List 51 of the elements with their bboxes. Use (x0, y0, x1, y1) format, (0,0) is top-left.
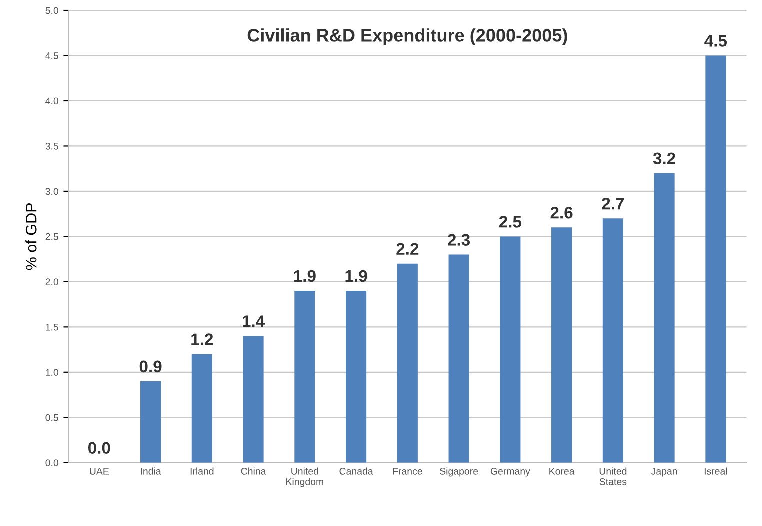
x-tick-label: France (393, 468, 422, 475)
data-label: 3.2 (653, 152, 676, 165)
x-tick-label: United Kingdom (286, 468, 324, 488)
bar (294, 290, 316, 463)
y-tick-label: 1.5 (46, 324, 58, 331)
y-tick-label: 3.5 (46, 142, 58, 150)
data-label: 2.6 (550, 207, 573, 219)
x-tick-label: UAE (90, 468, 109, 475)
x-tick-label: Isreal (704, 468, 728, 475)
x-tick-label: United States (600, 468, 627, 486)
text: Civilian R&D Expenditure (2000-2005) (248, 28, 568, 46)
x-tick-label: Irland (190, 468, 214, 475)
x-tick-label: Canada (340, 468, 374, 475)
bar (397, 264, 418, 463)
y-tick-label: 4.0 (46, 98, 58, 105)
bar (706, 56, 726, 463)
x-tick-label: Korea (550, 468, 575, 475)
data-label: 1.2 (192, 334, 214, 346)
bar (192, 354, 212, 463)
y-tick-label: 1.0 (46, 369, 58, 376)
y-axis-title: % of GDP (26, 204, 37, 270)
y-tick-label: 2.5 (46, 233, 58, 240)
x-tick-label: India (141, 468, 162, 475)
bar (552, 228, 572, 463)
data-label: 2.7 (602, 198, 624, 210)
data-label: 1.4 (243, 316, 266, 328)
data-label: 1.9 (294, 270, 316, 282)
x-tick-label: Japan (651, 468, 678, 477)
data-label: 1.9 (346, 270, 368, 282)
x-tick-label: Germany (490, 468, 530, 477)
y-tick-label: 0.0 (46, 460, 58, 466)
bar (654, 173, 675, 463)
bar (346, 290, 367, 463)
data-label: 0.9 (140, 360, 162, 373)
bar (500, 236, 521, 463)
y-tick-label: 5.0 (46, 7, 58, 14)
x-tick-label: Sigapore (440, 468, 478, 477)
data-label: 2.5 (499, 216, 522, 228)
x-tick-label: China (241, 468, 266, 475)
y-tick-label: 4.5 (46, 52, 58, 60)
y-tick-label: 2.0 (46, 278, 58, 286)
data-label: 0.0 (88, 442, 110, 454)
data-label: 4.5 (704, 35, 728, 47)
bar (448, 254, 470, 463)
bar (140, 381, 162, 463)
bar (602, 218, 624, 463)
y-tick-label: 0.5 (46, 414, 58, 422)
data-label: 2.3 (448, 234, 470, 246)
y-tick-label: 3.0 (46, 188, 58, 196)
bar (243, 336, 264, 463)
data-label: 2.2 (396, 243, 419, 255)
